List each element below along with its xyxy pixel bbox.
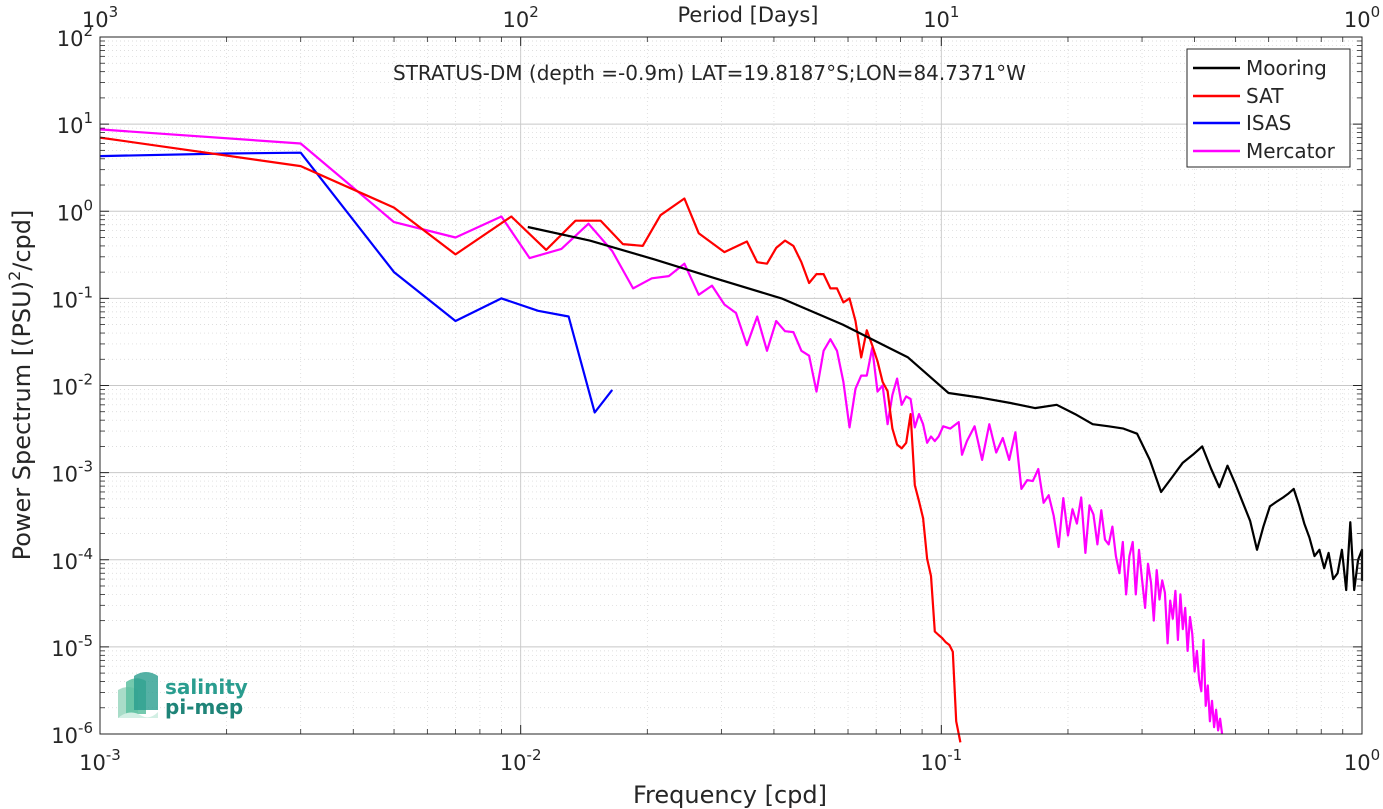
x-tick-labels: 10-3 10-2 10-1 100 [79,746,1380,775]
y-tick-label: 102 [57,22,93,51]
top-tick-label: 100 [1344,3,1380,32]
series-line-isas [99,151,614,414]
series-line-mercator [99,128,1224,735]
y-tick-label: 10-2 [51,371,93,400]
x-tick-label: 10-2 [500,746,542,775]
legend-label-mooring: Mooring [1246,56,1327,80]
x-tick-label: 100 [1344,746,1380,775]
y-tick-label: 10-5 [51,632,93,661]
x-tick-label: 10-1 [920,746,962,775]
series-line-mooring [527,225,1364,592]
top-tick-label: 102 [503,3,539,32]
legend-label-sat: SAT [1246,84,1284,108]
y-axis-label: Power Spectrum [(PSU)2/cpd] [5,210,36,561]
legend: Mooring SAT ISAS Mercator [1186,48,1351,168]
top-axis-label: Period [Days] [678,3,819,27]
legend-label-mercator: Mercator [1246,139,1336,163]
salinity-pi-mep-logo: salinity pi-mep [118,672,248,719]
chart-title: STRATUS-DM (depth =-0.9m) LAT=19.8187°S;… [393,61,1026,85]
x-axis-label: Frequency [cpd] [633,781,827,809]
top-tick-labels: 103 102 101 100 [82,3,1380,32]
wave-icon [118,672,158,718]
y-tick-label: 10-6 [51,719,93,748]
tick-marks [99,36,1363,735]
y-tick-labels: 102 101 100 10-1 10-2 10-3 10-4 10-5 10-6 [51,22,93,748]
series-layer [99,128,1364,743]
y-tick-label: 10-3 [51,458,93,487]
x-tick-label: 10-3 [79,746,121,775]
y-tick-label: 101 [57,109,93,138]
series-line-sat [99,136,962,743]
y-tick-label: 10-1 [51,283,93,312]
top-tick-label: 101 [923,3,959,32]
logo-line1: salinity [165,675,248,699]
y-tick-label: 100 [57,196,93,225]
logo-line2: pi-mep [165,695,243,719]
legend-label-isas: ISAS [1246,111,1291,135]
top-tick-label: 103 [82,3,118,32]
y-tick-label: 10-4 [51,545,93,574]
